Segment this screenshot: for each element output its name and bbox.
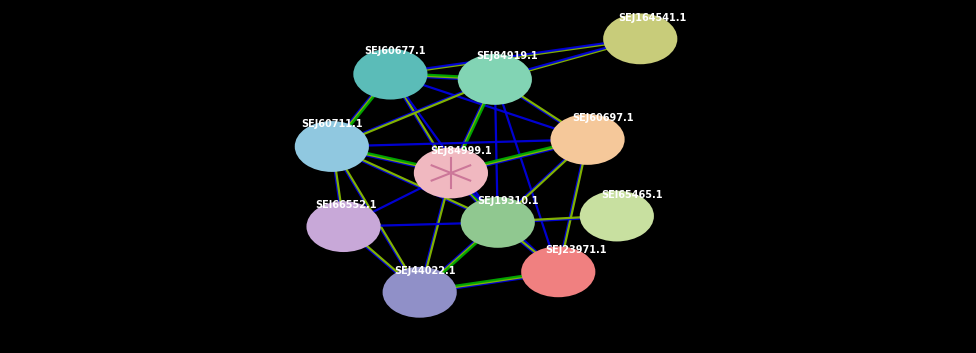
Ellipse shape xyxy=(295,121,369,172)
Ellipse shape xyxy=(383,267,457,318)
Text: SEJ23971.1: SEJ23971.1 xyxy=(545,245,607,255)
Ellipse shape xyxy=(306,201,381,252)
Text: SEJ164541.1: SEJ164541.1 xyxy=(618,13,686,23)
Text: SEJ60697.1: SEJ60697.1 xyxy=(572,113,634,123)
Text: SEJ19310.1: SEJ19310.1 xyxy=(476,196,539,205)
Text: SEJ60711.1: SEJ60711.1 xyxy=(301,119,363,129)
Text: SEJ84999.1: SEJ84999.1 xyxy=(429,146,492,156)
Text: SEJ60677.1: SEJ60677.1 xyxy=(364,46,427,56)
Ellipse shape xyxy=(580,191,654,241)
Ellipse shape xyxy=(461,197,535,248)
Ellipse shape xyxy=(603,13,677,64)
Ellipse shape xyxy=(353,49,427,100)
Ellipse shape xyxy=(414,148,488,198)
Ellipse shape xyxy=(550,114,625,165)
Text: SEJ44022.1: SEJ44022.1 xyxy=(393,266,456,276)
Text: SEI66552.1: SEI66552.1 xyxy=(315,200,378,210)
Text: SEJ84919.1: SEJ84919.1 xyxy=(476,52,539,61)
Ellipse shape xyxy=(521,246,595,297)
Text: SEI65465.1: SEI65465.1 xyxy=(601,190,664,200)
Ellipse shape xyxy=(458,54,532,105)
